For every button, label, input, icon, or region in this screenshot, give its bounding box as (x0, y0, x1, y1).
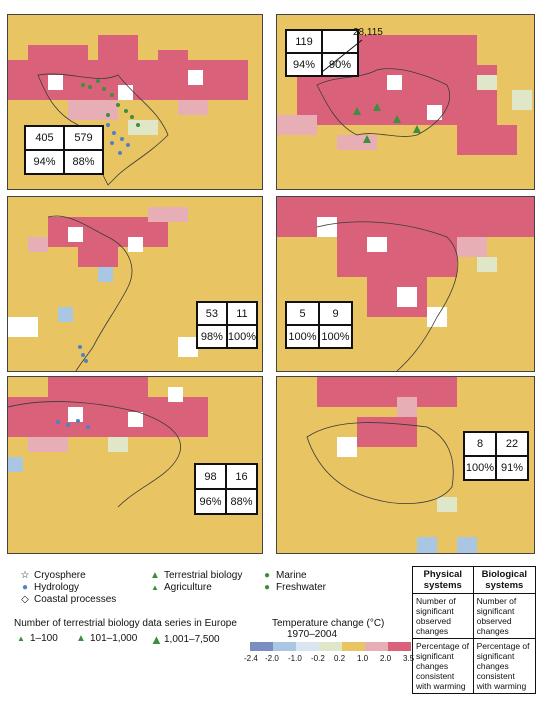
physical-count: 405 (25, 126, 64, 150)
blue-circle-icon: ● (21, 582, 29, 593)
green-circle-icon: ● (263, 582, 271, 593)
panel-north-america: 405 579 94% 88% (7, 14, 263, 190)
stat-box-asia: 98 16 96% 88% (194, 463, 258, 515)
temperature-title: Temperature change (°C) (272, 618, 385, 629)
physical-pct: 96% (195, 489, 226, 514)
legend-hydrology: ● Hydrology (21, 582, 80, 593)
panel-europe: 119 94% 90% 28,115 (276, 14, 535, 190)
biological-pct: 91% (496, 456, 528, 480)
triangle-icon: ▲ (150, 632, 163, 647)
triangle-small-icon: ▲ (151, 583, 159, 592)
europe-callout-arrow (321, 39, 363, 73)
stat-box-latin-america: 53 11 98% 100% (196, 301, 258, 349)
physical-count: 53 (197, 302, 227, 325)
latin-america-map (8, 207, 198, 371)
biological-count: 9 (319, 302, 352, 325)
panel-latin-america: 53 11 98% 100% (7, 196, 263, 372)
australia-map (306, 377, 477, 553)
europe-series-2: ▲ 101–1,000 (76, 633, 138, 644)
physical-count: 98 (195, 464, 226, 489)
star-icon: ☆ (20, 570, 30, 581)
stat-box-australia: 8 22 100% 91% (463, 431, 529, 481)
stat-box-north-america: 405 579 94% 88% (24, 125, 104, 175)
key-biological-count: Number of significant observed changes (472, 593, 537, 639)
key-header-biological: Biological systems (472, 566, 537, 594)
biological-count: 22 (496, 432, 528, 456)
legend: ☆ Cryosphere ● Hydrology ◇ Coastal proce… (14, 570, 415, 663)
north-america-map (8, 35, 248, 186)
temperature-period: 1970–2004 (287, 629, 338, 640)
temperature-color-bar (250, 642, 411, 651)
green-circle-icon: ● (263, 570, 271, 581)
legend-marine: ● Marine (263, 570, 307, 581)
europe-series-title: Number of terrestrial biology data serie… (14, 618, 237, 629)
africa-map (277, 197, 534, 371)
biological-pct: 88% (226, 489, 257, 514)
physical-pct: 98% (197, 325, 227, 348)
europe-series-1: ▲ 1–100 (17, 633, 58, 644)
triangle-icon: ▲ (76, 633, 86, 644)
physical-pct: 100% (286, 325, 319, 348)
key-biological-pct: Percentage of significant changes consis… (472, 638, 537, 694)
key-physical-pct: Percentage of significant changes consis… (412, 638, 474, 694)
key-physical-count: Number of significant observed changes (412, 593, 474, 639)
legend-terrestrial-biology: ▲ Terrestrial biology (150, 570, 243, 581)
biological-count: 16 (226, 464, 257, 489)
biological-count: 11 (226, 302, 257, 325)
panel-australia: 8 22 100% 91% (276, 376, 535, 554)
biological-pct: 88% (64, 150, 103, 174)
europe-series-3: ▲ 1,001–7,500 (150, 632, 220, 647)
europe-map (277, 35, 532, 155)
biological-pct: 100% (319, 325, 352, 348)
europe-callout-label: 28,115 (353, 27, 383, 38)
physical-count: 8 (464, 432, 496, 456)
physical-pct: 94% (286, 53, 322, 76)
stat-box-europe: 119 94% 90% (285, 29, 359, 77)
physical-pct: 100% (464, 456, 496, 480)
physical-count: 119 (286, 30, 322, 53)
biological-count: 579 (64, 126, 103, 150)
panel-asia: 98 16 96% 88% (7, 376, 263, 554)
legend-cryosphere: ☆ Cryosphere (20, 570, 86, 581)
panel-africa: 5 9 100% 100% (276, 196, 535, 372)
triangle-icon: ▲ (150, 570, 160, 581)
biological-count (322, 30, 358, 53)
key-header-physical: Physical systems (412, 566, 474, 594)
legend-coastal: ◇ Coastal processes (21, 594, 117, 605)
biological-pct: 100% (226, 325, 257, 348)
key-table: Physical systems Biological systems Numb… (412, 566, 537, 694)
stat-box-africa: 5 9 100% 100% (285, 301, 353, 349)
physical-count: 5 (286, 302, 319, 325)
diamond-icon: ◇ (21, 594, 29, 605)
asia-map (8, 377, 208, 508)
physical-pct: 94% (25, 150, 64, 174)
legend-agriculture: ▲ Agriculture (151, 582, 212, 593)
triangle-icon: ▲ (17, 634, 25, 643)
legend-freshwater: ● Freshwater (263, 582, 327, 593)
